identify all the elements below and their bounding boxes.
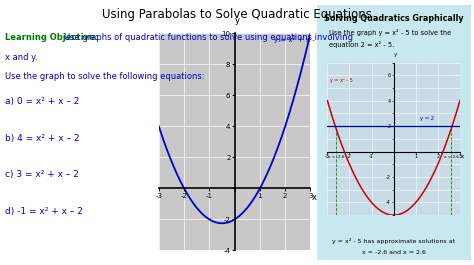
Text: d) -1 = x² + x – 2: d) -1 = x² + x – 2 (5, 207, 82, 216)
Text: y: y (235, 16, 240, 25)
Text: y = x² - 5 has approximate solutions at: y = x² - 5 has approximate solutions at (332, 238, 455, 244)
Text: b) 4 = x² + x – 2: b) 4 = x² + x – 2 (5, 134, 79, 143)
Text: c) 3 = x² + x – 2: c) 3 = x² + x – 2 (5, 170, 79, 179)
Text: Learning Objective:: Learning Objective: (5, 33, 101, 42)
Text: x = 2.6: x = 2.6 (444, 155, 458, 159)
FancyBboxPatch shape (315, 3, 472, 262)
Text: Use graphs of quadratic functions to solve using equations involving: Use graphs of quadratic functions to sol… (64, 33, 353, 42)
Text: Use the graph y = x² - 5 to solve the: Use the graph y = x² - 5 to solve the (329, 29, 451, 37)
Text: x: x (461, 154, 464, 159)
Text: x: x (312, 193, 317, 202)
Text: y = 2: y = 2 (420, 116, 434, 121)
Text: x = -2.6: x = -2.6 (328, 155, 345, 159)
Text: Use the graph to solve the following equations:: Use the graph to solve the following equ… (5, 72, 204, 81)
Text: x and y.: x and y. (5, 53, 37, 62)
Text: y: y (394, 52, 398, 58)
Text: Using Parabolas to Solve Quadratic Equations: Using Parabolas to Solve Quadratic Equat… (102, 8, 372, 21)
Text: Solving Quadratics Graphically: Solving Quadratics Graphically (324, 14, 464, 23)
Text: y = x² - 5: y = x² - 5 (329, 78, 352, 83)
Text: x = -2.6 and x = 2.6: x = -2.6 and x = 2.6 (362, 250, 426, 254)
Text: a) 0 = x² + x – 2: a) 0 = x² + x – 2 (5, 97, 79, 106)
Text: y = x² + x - 2: y = x² + x - 2 (274, 36, 321, 43)
Text: equation 2 = x² - 5.: equation 2 = x² - 5. (329, 41, 394, 48)
